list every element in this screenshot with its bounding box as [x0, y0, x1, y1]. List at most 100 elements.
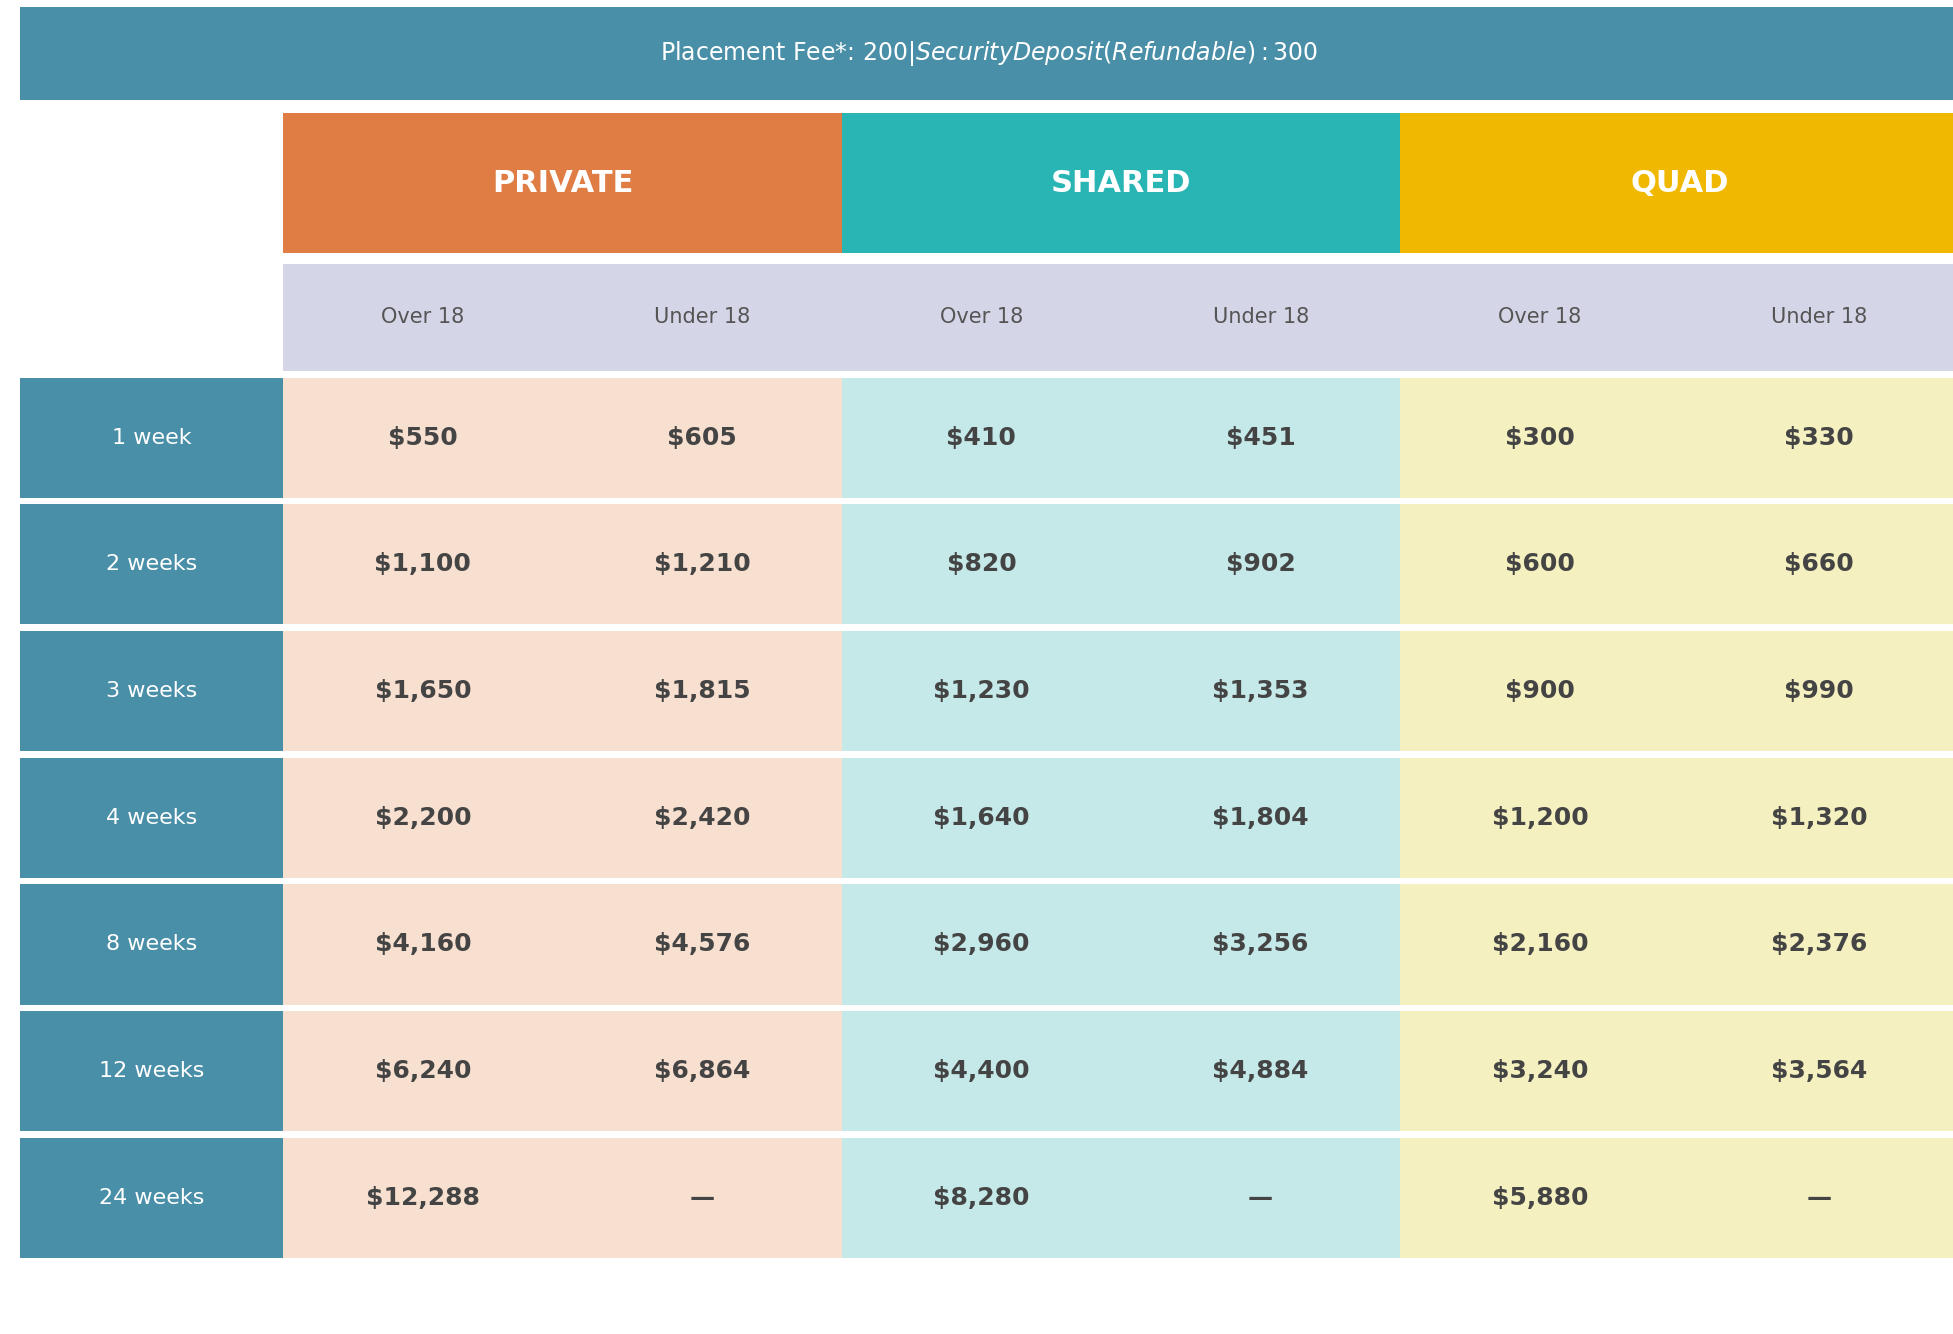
Text: $3,240: $3,240	[1492, 1059, 1588, 1083]
Text: Under 18: Under 18	[654, 308, 750, 327]
Bar	[20, 758, 283, 878]
Bar	[1400, 264, 1680, 371]
Bar	[1121, 1011, 1400, 1131]
Bar	[842, 1138, 1121, 1258]
Text: $1,804: $1,804	[1213, 806, 1309, 830]
Bar	[1680, 264, 1953, 371]
Bar	[1121, 504, 1400, 624]
Text: $2,160: $2,160	[1492, 932, 1588, 956]
Bar	[842, 1011, 1121, 1131]
Bar	[842, 264, 1121, 371]
Text: $990: $990	[1785, 679, 1853, 703]
Text: 2 weeks: 2 weeks	[105, 555, 197, 574]
Bar	[842, 378, 1121, 498]
Text: $6,240: $6,240	[375, 1059, 471, 1083]
Bar	[1121, 631, 1400, 751]
Bar	[1121, 264, 1400, 371]
Bar	[20, 264, 283, 371]
Text: $1,100: $1,100	[375, 552, 471, 576]
Bar	[562, 631, 842, 751]
Text: 4 weeks: 4 weeks	[105, 808, 197, 827]
Text: Placement Fee*: $200  |  Security Deposit (Refundable): $300: Placement Fee*: $200 | Security Deposit …	[660, 39, 1318, 68]
Bar	[842, 758, 1121, 878]
Bar	[283, 504, 562, 624]
Text: $300: $300	[1506, 426, 1574, 450]
Text: PRIVATE: PRIVATE	[492, 169, 633, 197]
Bar	[1680, 1138, 1953, 1258]
Text: $2,200: $2,200	[375, 806, 471, 830]
Bar	[1400, 1138, 1680, 1258]
Text: $1,650: $1,650	[375, 679, 471, 703]
Bar	[1680, 758, 1953, 878]
Bar	[283, 1138, 562, 1258]
Text: —: —	[1807, 1186, 1832, 1210]
Bar	[1121, 378, 1400, 498]
Text: —: —	[1248, 1186, 1273, 1210]
Bar	[1400, 378, 1680, 498]
Bar	[20, 631, 283, 751]
Bar	[20, 378, 283, 498]
Text: Over 18: Over 18	[1498, 308, 1582, 327]
Bar	[1680, 504, 1953, 624]
Bar	[283, 1011, 562, 1131]
Text: Over 18: Over 18	[939, 308, 1023, 327]
Text: $3,564: $3,564	[1771, 1059, 1867, 1083]
Bar	[283, 884, 562, 1005]
Text: $330: $330	[1785, 426, 1853, 450]
Bar	[562, 884, 842, 1005]
Bar	[842, 504, 1121, 624]
Bar	[20, 7, 1953, 100]
Bar	[1121, 1138, 1400, 1258]
Text: 3 weeks: 3 weeks	[105, 682, 197, 700]
Text: 12 weeks: 12 weeks	[100, 1062, 203, 1081]
Text: $8,280: $8,280	[934, 1186, 1029, 1210]
Text: SHARED: SHARED	[1051, 169, 1191, 197]
Bar	[1400, 758, 1680, 878]
Text: $820: $820	[947, 552, 1016, 576]
Bar	[1121, 884, 1400, 1005]
Bar	[1400, 504, 1680, 624]
Text: $1,230: $1,230	[934, 679, 1029, 703]
Bar	[20, 884, 283, 1005]
Bar	[842, 113, 1400, 253]
Text: $1,353: $1,353	[1213, 679, 1309, 703]
Bar	[1680, 884, 1953, 1005]
Bar	[283, 631, 562, 751]
Bar	[283, 113, 842, 253]
Text: Under 18: Under 18	[1213, 308, 1309, 327]
Text: $550: $550	[389, 426, 457, 450]
Text: $4,576: $4,576	[654, 932, 750, 956]
Text: $1,640: $1,640	[934, 806, 1029, 830]
Bar	[20, 1138, 283, 1258]
Bar	[1400, 884, 1680, 1005]
Text: Over 18: Over 18	[381, 308, 465, 327]
Text: $2,376: $2,376	[1771, 932, 1867, 956]
Bar	[562, 758, 842, 878]
Text: $1,815: $1,815	[654, 679, 750, 703]
Text: $5,880: $5,880	[1492, 1186, 1588, 1210]
Text: $4,400: $4,400	[934, 1059, 1029, 1083]
Bar	[283, 264, 562, 371]
Text: 24 weeks: 24 weeks	[100, 1189, 203, 1207]
Text: $660: $660	[1785, 552, 1853, 576]
Text: $605: $605	[668, 426, 736, 450]
Bar	[283, 378, 562, 498]
Bar	[1680, 631, 1953, 751]
Text: $3,256: $3,256	[1213, 932, 1309, 956]
Bar	[1400, 1011, 1680, 1131]
Text: $1,200: $1,200	[1492, 806, 1588, 830]
Text: $6,864: $6,864	[654, 1059, 750, 1083]
Bar	[1680, 378, 1953, 498]
Text: $4,884: $4,884	[1213, 1059, 1309, 1083]
Bar	[562, 264, 842, 371]
Text: 8 weeks: 8 weeks	[105, 935, 197, 954]
Bar	[20, 504, 283, 624]
Text: QUAD: QUAD	[1631, 169, 1728, 197]
Bar	[562, 378, 842, 498]
Bar	[283, 758, 562, 878]
Text: $4,160: $4,160	[375, 932, 471, 956]
Text: $600: $600	[1506, 552, 1574, 576]
Bar	[1680, 1011, 1953, 1131]
Text: $1,210: $1,210	[654, 552, 750, 576]
Bar	[562, 504, 842, 624]
